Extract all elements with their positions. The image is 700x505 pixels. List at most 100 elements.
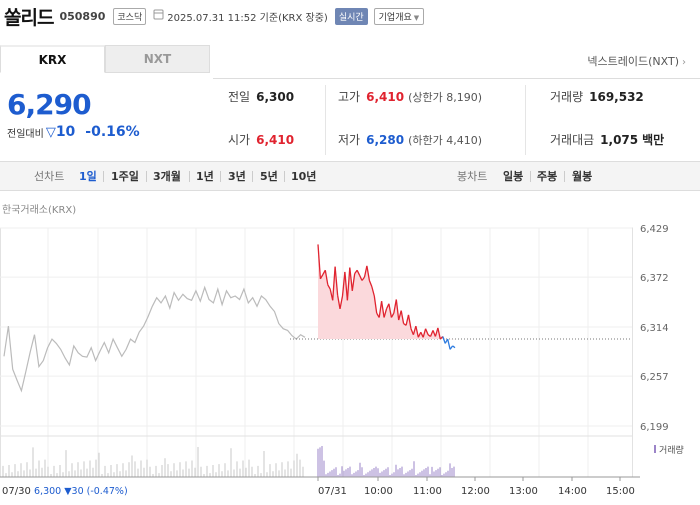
- series-segment-today: [334, 266, 339, 296]
- series-segment-today: [317, 244, 322, 279]
- corp-info-label: 기업개요: [378, 12, 412, 23]
- tab-krx[interactable]: KRX: [0, 45, 105, 73]
- stat-label: 저가: [338, 133, 361, 147]
- stat-open: 시가 6,410: [228, 131, 294, 148]
- stats-grid: 전일 6,300 고가 6,410 (상한가 8,190) 거래량 169,53…: [213, 78, 700, 160]
- period-daily[interactable]: 일봉: [503, 170, 524, 183]
- divider: [220, 171, 221, 182]
- series-segment-today: [346, 267, 351, 301]
- series-segment-today: [356, 269, 361, 276]
- divider: [146, 171, 147, 182]
- exchange-tabs: KRX NXT: [0, 45, 210, 73]
- stock-code: 050890: [59, 9, 106, 23]
- current-price: 6,290: [7, 88, 92, 121]
- stat-volume: 거래량 169,532: [550, 88, 644, 105]
- series-segment-today: [400, 310, 405, 324]
- period-10y[interactable]: 10년: [291, 170, 317, 183]
- price-chart[interactable]: 6,429 6,372 6,314 6,257 6,199 거래량 07/31 10:00 11…: [0, 215, 700, 505]
- chevron-right-icon: ›: [682, 57, 686, 68]
- price-change: 전일대비 ▽ 10 -0.16%: [7, 124, 140, 140]
- series-segment-today: [429, 330, 434, 337]
- series-segment-today: [332, 266, 336, 301]
- stat-prev-close: 전일 6,300: [228, 88, 294, 105]
- series-segment-today: [452, 345, 456, 349]
- change-label: 전일대비: [7, 128, 44, 140]
- divider: [284, 171, 285, 182]
- chevron-down-icon: ▼: [413, 13, 420, 22]
- x-tick-label: 07/31: [318, 486, 347, 497]
- series-segment-today: [393, 299, 397, 314]
- line-chart-label: 선차트: [34, 170, 65, 183]
- series-segment-today: [388, 303, 393, 318]
- chart-toolbar: 선차트 1일 1주일 3개월 1년 3년 5년 10년 봉차트 일봉 주봉 월봉: [0, 161, 700, 191]
- prev-day-label: 07/30: [2, 486, 31, 497]
- period-1y[interactable]: 1년: [196, 170, 214, 183]
- tab-nxt[interactable]: NXT: [105, 45, 210, 73]
- y-tick-label: 6,429: [640, 224, 669, 235]
- series-segment-today: [417, 331, 422, 338]
- series-segment-today: [410, 328, 415, 335]
- stat-label: 전일: [228, 90, 251, 104]
- x-tick-label: 10:00: [364, 486, 393, 497]
- series-segment-today: [449, 345, 454, 350]
- change-percent: -0.16%: [85, 124, 140, 140]
- series-segment-today: [378, 301, 383, 318]
- prev-day-summary: 6,300 ▼30 (-0.47%): [34, 486, 128, 497]
- series-segment-today: [412, 325, 417, 335]
- series-segment-today: [371, 286, 375, 297]
- period-1w[interactable]: 1주일: [111, 170, 139, 183]
- stock-name: 쏠리드: [4, 6, 54, 29]
- y-tick-label: 6,314: [640, 323, 669, 334]
- series-segment-today: [383, 308, 388, 318]
- x-tick-label: 13:00: [509, 486, 538, 497]
- period-3m[interactable]: 3개월: [153, 170, 181, 183]
- series-segment-today: [442, 336, 446, 344]
- divider: [252, 171, 253, 182]
- x-tick-label: 12:00: [461, 486, 490, 497]
- stat-unit: 백만: [642, 133, 665, 147]
- series-line-prev-day: [3, 285, 306, 393]
- series-segment-today: [434, 327, 439, 337]
- stat-label: 거래량: [550, 90, 584, 104]
- realtime-badge[interactable]: 실시간: [334, 7, 368, 25]
- stat-value: 6,280: [366, 133, 405, 147]
- corp-info-button[interactable]: 기업개요 ▼: [373, 7, 425, 25]
- stat-value: 6,410: [256, 133, 295, 147]
- down-triangle-icon: ▽: [45, 124, 56, 140]
- volume-legend-swatch: [654, 445, 656, 453]
- period-5y[interactable]: 5년: [260, 170, 278, 183]
- market-badge: 코스닥: [113, 7, 147, 25]
- series-area-today: [318, 244, 455, 340]
- stat-low: 저가 6,280 (하한가 4,410): [338, 131, 482, 148]
- volume-legend-label: 거래량: [659, 444, 684, 456]
- series-segment-today: [366, 265, 371, 281]
- series-segment-today: [359, 275, 363, 281]
- period-1d[interactable]: 1일: [79, 170, 97, 183]
- datetime-text: 2025.07.31 11:52 기준(KRX 장중): [167, 12, 328, 24]
- series-segment-today: [415, 325, 419, 338]
- stat-value: 1,075: [600, 133, 639, 147]
- series-segment-today: [363, 265, 368, 278]
- period-weekly[interactable]: 주봉: [537, 170, 558, 183]
- divider: [189, 171, 190, 182]
- stat-label: 고가: [338, 90, 361, 104]
- y-tick-label: 6,372: [640, 273, 669, 284]
- nxt-link[interactable]: 넥스트레이드(NXT) ›: [587, 53, 686, 69]
- divider: [103, 171, 104, 182]
- stat-label: 시가: [228, 133, 251, 147]
- series-segment-today: [349, 267, 353, 291]
- period-monthly[interactable]: 월봉: [572, 170, 593, 183]
- series-segment-today: [432, 330, 437, 337]
- series-segment-today: [327, 284, 331, 290]
- x-tick-label: 11:00: [413, 486, 442, 497]
- period-3y[interactable]: 3년: [228, 170, 246, 183]
- upper-limit: (상한가 8,190): [408, 91, 482, 104]
- series-segment-today: [319, 274, 324, 280]
- chart-canvas[interactable]: 6,429 6,372 6,314 6,257 6,199 거래량 07/31 10:00 11…: [0, 215, 700, 505]
- divider: [525, 85, 526, 155]
- chart-title: 한국거래소(KRX): [2, 205, 77, 216]
- x-tick-label: 14:00: [558, 486, 587, 497]
- series-segment-today: [380, 301, 385, 318]
- stat-value: 6,410: [366, 90, 405, 104]
- series-segment-today: [324, 270, 329, 285]
